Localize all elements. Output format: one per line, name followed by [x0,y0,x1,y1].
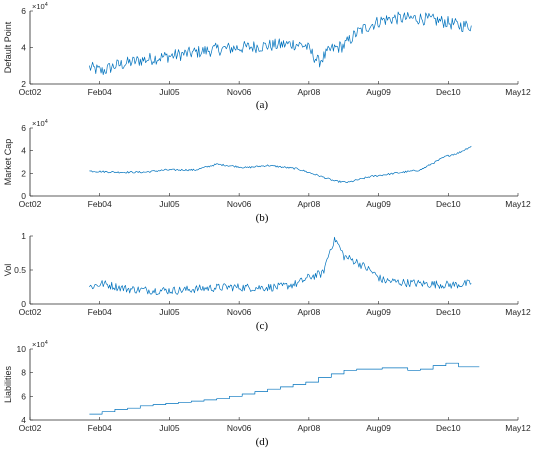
y-tick-label: 0 [21,191,26,201]
x-tick-label: Oct02 [19,423,42,433]
x-tick-label: Oct02 [19,307,42,317]
y-tick-label: 0.5 [14,265,26,275]
y-tick-label: 6 [21,6,26,16]
x-tick-label: Jul05 [159,307,180,317]
x-tick-label: Nov06 [227,199,252,209]
series-line-b [89,145,472,184]
caption-d: (d) [256,436,269,448]
x-tick-label: Apr08 [298,199,321,209]
x-tick-label: Aug09 [366,423,391,433]
y-tick-label: 1 [21,231,26,241]
y-tick-label: 2 [21,79,26,89]
x-tick-label: Dec10 [436,87,461,97]
x-tick-label: Oct02 [19,87,42,97]
y-exponent-label: ×104 [32,119,48,128]
y-axis-label: Vol [3,264,13,277]
x-tick-label: Aug09 [366,199,391,209]
x-tick-label: Nov06 [227,307,252,317]
y-exponent-label: ×104 [32,340,48,349]
x-tick-label: Nov06 [227,423,252,433]
x-tick-label: Jul05 [159,87,180,97]
panel-a: 2 4 6 Oct02 Feb04 Jul05 Nov06 Apr08 Aug09 Dec10 Ma… [3,2,531,111]
caption-b: (b) [256,212,269,224]
y-tick-label: 6 [21,123,26,133]
x-tick-label: Feb04 [88,87,112,97]
series-line-a [89,11,472,76]
y-tick-label: 4 [21,146,26,156]
panel-c: 0 0.5 1 Oct02 Feb04 Jul05 Nov06 Apr08 Aug09 Dec10… [3,231,531,332]
x-tick-label: Dec10 [436,199,461,209]
x-tick-label: Apr08 [298,307,321,317]
x-tick-label: Aug09 [366,307,391,317]
y-tick-label: 4 [21,415,26,425]
y-tick-label: 6 [21,391,26,401]
x-tick-label: Dec10 [436,423,461,433]
y-axis-label: Market Cap [3,139,13,186]
y-axis-label: Default Point [3,21,13,73]
y-tick-label: 10 [17,344,27,354]
y-exponent-label: ×104 [32,2,48,11]
series-line-c [89,236,472,295]
x-tick-label: May12 [505,423,531,433]
x-tick-label: Oct02 [19,199,42,209]
x-tick-label: Feb04 [88,199,112,209]
x-tick-label: Jul05 [159,423,180,433]
series-line-d [89,362,480,415]
x-tick-label: May12 [505,307,531,317]
x-tick-label: May12 [505,87,531,97]
x-tick-label: Dec10 [436,307,461,317]
x-tick-label: Apr08 [298,87,321,97]
x-tick-label: May12 [505,199,531,209]
x-tick-label: Feb04 [88,423,112,433]
x-tick-label: Feb04 [88,307,112,317]
y-axis-label: Liabilities [3,365,13,403]
panel-d: 4 6 8 10 Oct02 Feb04 Jul05 Nov06 Apr08 Aug09 Dec10… [3,340,531,448]
caption-a: (a) [256,99,269,111]
y-tick-label: 4 [21,43,26,53]
y-tick-label: 0 [21,299,26,309]
x-tick-label: Aug09 [366,87,391,97]
x-tick-label: Apr08 [298,423,321,433]
x-tick-label: Jul05 [159,199,180,209]
y-tick-label: 2 [21,168,26,178]
caption-c: (c) [256,320,269,332]
y-tick-label: 8 [21,368,26,378]
x-tick-label: Nov06 [227,87,252,97]
panel-b: 0 2 4 6 Oct02 Feb04 Jul05 Nov06 Apr08 Aug09 Dec10 M… [3,119,531,224]
